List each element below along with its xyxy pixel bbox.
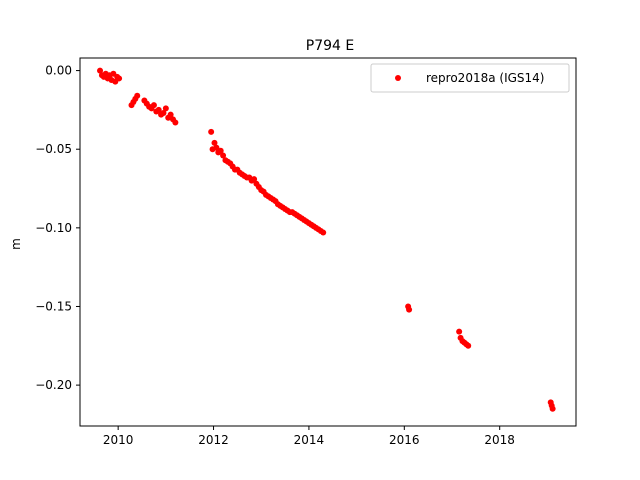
- data-point: [220, 152, 227, 159]
- y-tick-label: 0.00: [45, 64, 72, 78]
- data-point: [134, 92, 141, 99]
- data-point: [160, 110, 167, 117]
- data-point: [465, 342, 472, 349]
- data-point: [211, 139, 218, 146]
- data-point: [155, 106, 162, 113]
- legend-box: [370, 63, 570, 93]
- data-point: [549, 405, 556, 412]
- plot-frame: [79, 57, 577, 427]
- y-axis-label: m: [9, 238, 23, 250]
- data-point: [162, 105, 169, 112]
- x-tick-label: 2016: [389, 433, 420, 447]
- x-tick-label: 2010: [103, 433, 134, 447]
- x-tick-label: 2018: [484, 433, 515, 447]
- data-point: [456, 328, 463, 335]
- data-point: [208, 128, 215, 135]
- data-point: [320, 229, 327, 236]
- data-point: [97, 67, 104, 74]
- legend-label: repro2018a (IGS14): [426, 71, 544, 85]
- chart-title: P794 E: [306, 38, 354, 54]
- data-point: [167, 111, 174, 118]
- legend: repro2018a (IGS14): [370, 63, 570, 93]
- data-point: [172, 119, 179, 126]
- data-point: [251, 176, 258, 183]
- data-point: [406, 306, 413, 313]
- y-tick-label: −0.10: [35, 221, 72, 235]
- data-point: [116, 75, 123, 82]
- axes: 2010 2012 2014 2016 2018 0.00 −0.05 −0.10 −0.15 −…: [35, 57, 577, 447]
- legend-marker: [395, 75, 401, 81]
- x-tick-label: 2014: [294, 433, 325, 447]
- y-tick-label: −0.20: [35, 378, 72, 392]
- y-tick-label: −0.05: [35, 142, 72, 156]
- x-tick-label: 2012: [198, 433, 229, 447]
- data-point: [150, 102, 157, 109]
- y-tick-label: −0.15: [35, 299, 72, 313]
- plot-area: [97, 67, 556, 412]
- data-point: [217, 147, 224, 154]
- data-point: [213, 144, 220, 151]
